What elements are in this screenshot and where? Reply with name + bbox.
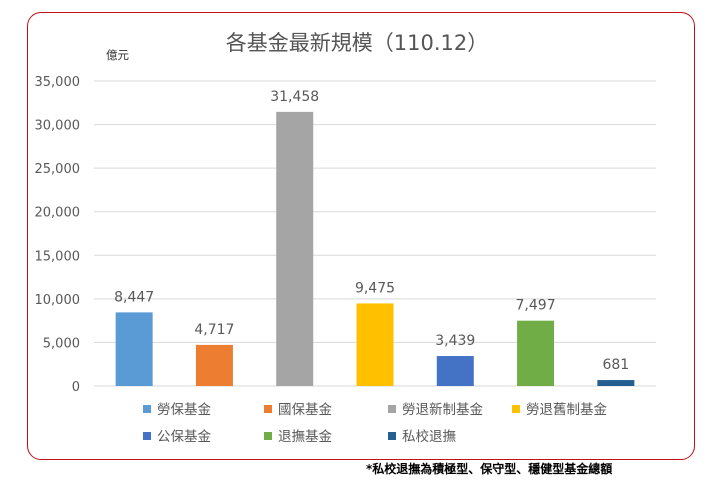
- legend-label-5: 公保基金: [157, 428, 211, 445]
- bar-4: [356, 303, 394, 386]
- legend-label-6: 退撫基金: [278, 428, 332, 445]
- footnote: *私校退撫為積極型、保守型、穩健型基金總額: [366, 461, 612, 476]
- legend-label-4: 勞退舊制基金: [526, 401, 607, 418]
- legend-swatch-2: [264, 405, 272, 413]
- bar-1: [115, 312, 153, 386]
- legend-swatch-7: [388, 432, 396, 440]
- data-label-3: 31,458: [270, 89, 319, 105]
- legend-swatch-5: [143, 432, 151, 440]
- bar-6: [517, 320, 555, 386]
- data-label-7: 681: [602, 357, 629, 373]
- chart-title: 各基金最新規模（110.12）: [226, 31, 488, 55]
- data-label-6: 7,497: [516, 298, 556, 314]
- y-tick-label: 10,000: [35, 293, 81, 308]
- legend-label-2: 國保基金: [278, 401, 332, 418]
- legend-label-7: 私校退撫: [402, 428, 456, 445]
- gridlines: [94, 80, 656, 387]
- y-tick-label: 35,000: [35, 75, 81, 90]
- chart-frame: [27, 12, 695, 460]
- legend-swatch-3: [388, 405, 396, 413]
- legend-label-3: 勞退新制基金: [402, 401, 483, 418]
- y-tick-label: 20,000: [35, 206, 81, 221]
- y-tick-label: 5,000: [43, 336, 80, 351]
- data-label-1: 8,447: [114, 289, 154, 305]
- bar-5: [436, 356, 474, 386]
- data-label-4: 9,475: [355, 280, 395, 296]
- y-axis-ticks: 0 5,000 10,000 15,000 20,000 25,000 30,000 35,0…: [35, 75, 81, 395]
- y-tick-label: 0: [72, 380, 80, 395]
- data-label-2: 4,717: [194, 322, 234, 338]
- bars: [115, 111, 635, 386]
- data-label-5: 3,439: [435, 333, 475, 349]
- legend-label-1: 勞保基金: [157, 401, 211, 418]
- legend-swatch-1: [143, 405, 151, 413]
- y-tick-label: 30,000: [35, 119, 81, 134]
- y-tick-label: 15,000: [35, 249, 81, 264]
- data-labels: 8,447 4,717 31,458 9,475 3,439 7,497 681: [114, 89, 629, 373]
- y-tick-label: 25,000: [35, 162, 81, 177]
- bar-3: [276, 111, 314, 386]
- bar-2: [195, 344, 233, 386]
- legend-swatch-6: [264, 432, 272, 440]
- legend-swatch-4: [512, 405, 520, 413]
- bar-7: [597, 380, 635, 386]
- y-axis-unit: 億元: [106, 48, 129, 62]
